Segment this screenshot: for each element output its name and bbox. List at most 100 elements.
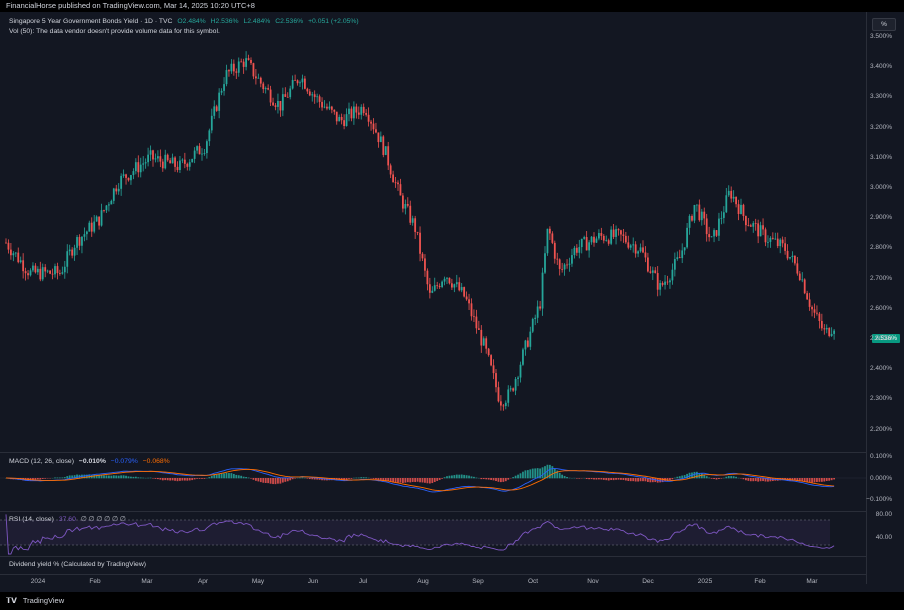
candle — [225, 64, 228, 87]
macd-histogram-bar — [350, 478, 353, 479]
macd-histogram-bar — [438, 478, 441, 480]
dividend-legend[interactable]: Dividend yield % (Calculated by TradingV… — [9, 561, 147, 568]
candle — [81, 236, 83, 254]
candle — [144, 158, 147, 169]
price-tick-label: 2.700% — [869, 274, 892, 282]
macd-histogram-bar — [514, 475, 517, 479]
candle — [237, 57, 240, 77]
candle — [345, 108, 348, 127]
price-tick-label: 3.000% — [869, 184, 892, 191]
candle — [549, 226, 551, 240]
macd-histogram-bar — [286, 478, 289, 482]
rsi-value: 37.60 — [58, 516, 76, 523]
candle — [551, 231, 554, 245]
candle — [32, 262, 34, 273]
macd-histogram-bar — [218, 473, 221, 479]
macd-histogram-bar — [59, 477, 61, 479]
candle — [779, 238, 782, 254]
macd-histogram-bar — [428, 478, 431, 484]
time-axis-label: Jul — [358, 578, 368, 585]
candle — [299, 80, 301, 87]
macd-histogram-bar — [669, 478, 671, 481]
macd-histogram-bar — [161, 478, 164, 481]
candle — [642, 240, 644, 254]
candle — [686, 223, 688, 249]
time-axis-label: 2025 — [697, 578, 713, 585]
macd-histogram-bar — [362, 477, 365, 479]
rsi-pane[interactable] — [0, 512, 866, 556]
price-chart[interactable] — [0, 12, 866, 452]
time-axis[interactable]: 2024 Feb Mar Apr May Jun Jul Aug Sep Oct Nov Dec 202… — [0, 574, 866, 587]
macd-histogram-bar — [424, 478, 426, 483]
candle — [235, 68, 238, 80]
candle — [120, 173, 123, 196]
macd-histogram-bar — [76, 474, 78, 479]
macd-histogram-bar — [460, 474, 463, 479]
candle — [644, 246, 647, 263]
candle — [754, 218, 757, 231]
tradingview-logo-icon: 𝗧𝗩 — [6, 596, 17, 605]
time-axis-label: Oct — [527, 578, 539, 585]
candle — [607, 238, 610, 246]
macd-histogram-bar — [360, 477, 363, 479]
macd-histogram-bar — [595, 478, 598, 480]
candle — [708, 226, 711, 242]
macd-histogram-bar — [98, 475, 100, 479]
macd-histogram-bar — [531, 468, 534, 479]
macd-pane[interactable] — [0, 453, 866, 511]
time-axis-label: Nov — [587, 578, 599, 585]
macd-histogram-bar — [605, 478, 608, 481]
macd-histogram-bar — [203, 478, 206, 479]
candle — [73, 244, 76, 261]
macd-histogram-bar — [735, 476, 737, 479]
candle — [196, 145, 198, 154]
candle — [409, 200, 412, 226]
macd-histogram-bar — [402, 478, 404, 484]
macd-histogram-bar — [387, 478, 390, 482]
candle — [321, 97, 323, 111]
symbol-title[interactable]: Singapore 5 Year Government Bonds Yield … — [9, 18, 173, 25]
candle — [85, 230, 88, 241]
macd-histogram-bar — [210, 475, 213, 479]
candle — [759, 221, 762, 237]
macd-histogram-bar — [539, 468, 541, 479]
macd-histogram-bar — [269, 478, 272, 484]
macd-histogram-bar — [394, 478, 397, 483]
candle — [308, 88, 311, 97]
macd-histogram-bar — [754, 478, 757, 482]
candle — [715, 229, 718, 238]
candle — [593, 232, 595, 247]
candle — [281, 87, 284, 117]
macd-label[interactable]: MACD (12, 26, close) — [9, 458, 74, 465]
candle — [301, 74, 304, 90]
macd-histogram-bar — [436, 478, 439, 481]
macd-histogram-bar — [629, 478, 632, 482]
macd-histogram-bar — [524, 470, 527, 479]
unit-toggle-button[interactable]: % — [872, 18, 896, 31]
macd-histogram-bar — [397, 478, 399, 483]
macd-histogram-bar — [534, 468, 537, 479]
candle — [19, 256, 22, 264]
candle — [338, 114, 341, 122]
candle — [475, 309, 478, 334]
macd-histogram-bar — [262, 478, 265, 483]
candle — [93, 214, 96, 234]
price-scale[interactable]: % 2.536% 3.500% 3.400% 3.300% 3.200% 3.100% 3… — [866, 12, 904, 584]
macd-histogram-bar — [56, 477, 59, 479]
candle — [617, 228, 620, 236]
candle — [622, 229, 625, 243]
macd-histogram-bar — [769, 478, 772, 482]
candle — [154, 153, 157, 163]
candle — [470, 298, 473, 321]
rsi-label[interactable]: RSI (14, close) — [9, 516, 54, 523]
macd-histogram-bar — [379, 478, 382, 480]
macd-histogram-bar — [752, 478, 755, 482]
candle — [803, 278, 806, 295]
candle — [365, 109, 368, 117]
candle — [179, 155, 181, 174]
macd-hist-value: −0.010% — [78, 458, 106, 465]
candle — [36, 266, 39, 275]
candle — [220, 88, 223, 96]
candle — [696, 204, 698, 212]
candle — [517, 375, 519, 387]
